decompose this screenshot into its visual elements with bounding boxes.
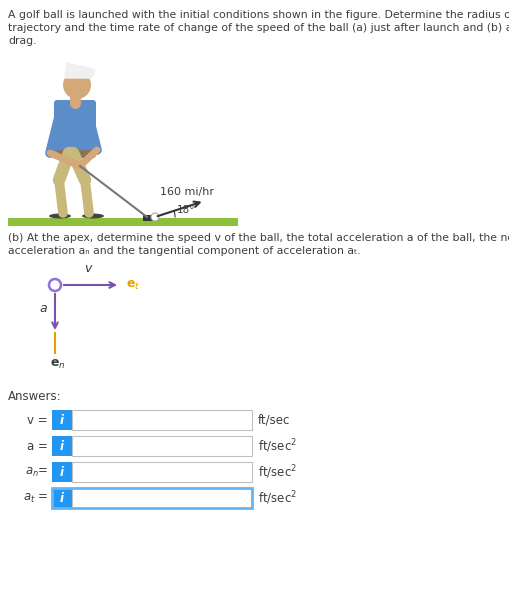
Bar	[52, 488, 72, 508]
Bar	[52, 488, 251, 508]
Text: a =: a =	[27, 440, 48, 453]
Text: ft/sec: ft/sec	[258, 413, 290, 426]
Text: 18°: 18°	[177, 205, 195, 215]
Bar	[52, 410, 72, 430]
Text: trajectory and the time rate of change of the speed of the ball (a) just after l: trajectory and the time rate of change o…	[8, 23, 509, 33]
Text: ft/sec$^2$: ft/sec$^2$	[258, 463, 296, 481]
Bar	[52, 436, 72, 456]
Bar	[52, 462, 72, 482]
Text: i: i	[60, 465, 64, 478]
Ellipse shape	[82, 213, 104, 218]
Text: ft/sec$^2$: ft/sec$^2$	[258, 489, 296, 507]
Text: v =: v =	[27, 413, 48, 426]
Polygon shape	[65, 63, 95, 78]
Text: i: i	[60, 440, 64, 453]
Circle shape	[63, 71, 91, 99]
FancyBboxPatch shape	[54, 100, 96, 158]
Bar	[72, 488, 251, 508]
Ellipse shape	[66, 66, 92, 76]
Text: $\bf{e}$$_t$: $\bf{e}$$_t$	[126, 279, 140, 292]
Text: (b) At the apex, determine the speed v of the ball, the total acceleration a of : (b) At the apex, determine the speed v o…	[8, 233, 509, 243]
Bar	[8, 218, 238, 226]
Bar	[72, 462, 251, 482]
Text: ft/sec$^2$: ft/sec$^2$	[258, 437, 296, 455]
Text: acceleration aₙ and the tangential component of acceleration aₜ.: acceleration aₙ and the tangential compo…	[8, 246, 360, 256]
Text: i: i	[60, 413, 64, 426]
Text: Answers:: Answers:	[8, 390, 62, 403]
Bar	[143, 215, 153, 221]
Bar	[72, 436, 251, 456]
Text: A golf ball is launched with the initial conditions shown in the figure. Determi: A golf ball is launched with the initial…	[8, 10, 509, 20]
Circle shape	[151, 213, 159, 221]
Text: i: i	[60, 492, 64, 505]
Text: $\bf{e}$$_n$: $\bf{e}$$_n$	[50, 358, 66, 371]
Text: v: v	[83, 262, 91, 275]
Bar	[72, 410, 251, 430]
Text: a: a	[39, 303, 47, 316]
Ellipse shape	[49, 213, 71, 218]
Text: $a_n$=: $a_n$=	[24, 465, 48, 478]
Text: $a_t$ =: $a_t$ =	[23, 492, 48, 505]
Bar	[57, 150, 93, 158]
Text: 160 mi/hr: 160 mi/hr	[160, 187, 214, 197]
Text: drag.: drag.	[8, 36, 37, 46]
